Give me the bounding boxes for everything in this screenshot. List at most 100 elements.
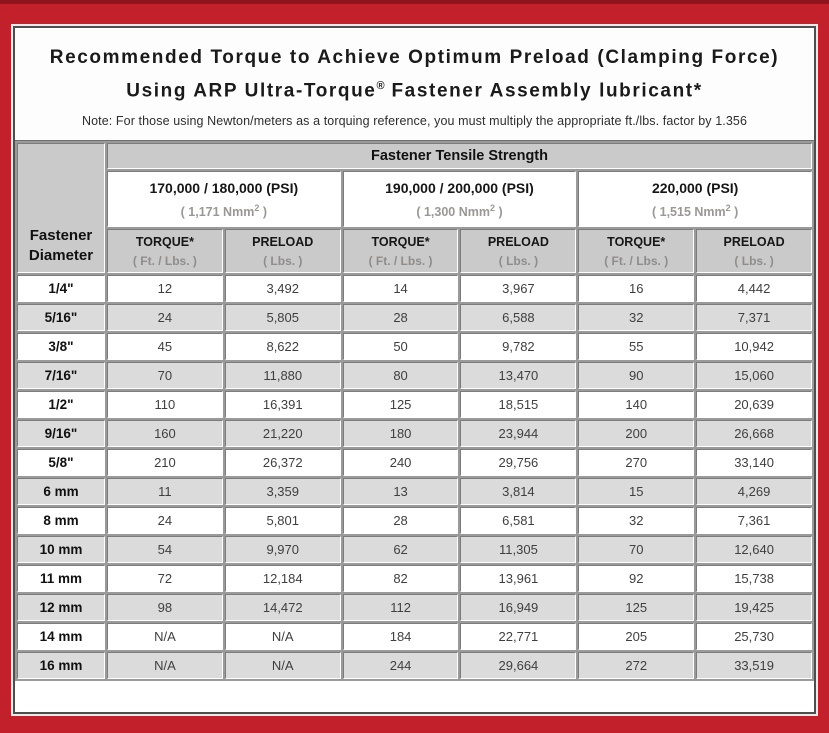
preload-cell: 7,361: [696, 507, 812, 534]
table-row: 8 mm 24 5,801 28 6,581 32 7,361: [17, 507, 812, 534]
torque-cell: 205: [578, 623, 695, 650]
fastener-diameter-header: Fastener Diameter: [17, 143, 105, 273]
title-line2-text-end: Fastener Assembly lubricant*: [384, 80, 703, 102]
preload-cell: 7,371: [696, 304, 812, 331]
torque-cell: 140: [578, 391, 695, 418]
nmm-value: ( 1,171 Nmm2 ): [180, 203, 267, 220]
diameter-cell: 14 mm: [17, 623, 105, 650]
torque-cell: 200: [578, 420, 695, 447]
preload-cell: 8,622: [224, 333, 341, 360]
page-title-line2: Using ARP Ultra-Torque® Fastener Assembl…: [15, 72, 814, 105]
table-row: 10 mm 54 9,970 62 11,305 70 12,640: [17, 536, 812, 563]
tensile-strength-header-row: Fastener Diameter Fastener Tensile Stren…: [17, 143, 812, 273]
page-title-line1: Recommended Torque to Achieve Optimum Pr…: [49, 47, 780, 68]
torque-cell: 12: [107, 275, 223, 302]
diameter-cell: 16 mm: [17, 652, 105, 679]
preload-cell: 23,944: [460, 420, 577, 447]
table-row: 1/4" 12 3,492 14 3,967 16 4,442: [17, 275, 812, 302]
torque-cell: 24: [107, 304, 223, 331]
title-line2-text: Using ARP Ultra-Torque: [126, 80, 377, 102]
torque-cell: 50: [342, 333, 459, 360]
preload-cell: 3,359: [224, 478, 341, 505]
torque-cell: 70: [578, 536, 695, 563]
psi-group-190-200: 190,000 / 200,000 (PSI) ( 1,300 Nmm2 ): [342, 171, 577, 227]
psi-group-170-180: 170,000 / 180,000 (PSI) ( 1,171 Nmm2 ): [107, 171, 341, 227]
torque-cell: 244: [342, 652, 459, 679]
preload-cell: 13,961: [460, 565, 577, 592]
torque-cell: 184: [342, 623, 459, 650]
table-row: 11 mm 72 12,184 82 13,961 92 15,738: [17, 565, 812, 592]
diameter-cell: 5/16": [17, 304, 105, 331]
torque-cell: 72: [107, 565, 223, 592]
preload-cell: 29,756: [460, 449, 577, 476]
preload-cell: 16,949: [460, 594, 577, 621]
torque-subheader: TORQUE* ( Ft. / Lbs. ): [107, 229, 223, 273]
torque-cell: 11: [107, 478, 223, 505]
torque-cell: 54: [107, 536, 223, 563]
torque-preload-table: Fastener Diameter Fastener Tensile Stren…: [15, 140, 814, 681]
table-row: 7/16" 70 11,880 80 13,470 90 15,060: [17, 362, 812, 389]
torque-cell: 80: [342, 362, 459, 389]
diameter-cell: 10 mm: [17, 536, 105, 563]
torque-cell: 14: [342, 275, 459, 302]
preload-cell: 3,492: [224, 275, 341, 302]
diameter-cell: 6 mm: [17, 478, 105, 505]
psi-value: 220,000 (PSI): [651, 180, 739, 197]
preload-cell: 26,372: [224, 449, 341, 476]
torque-cell: 28: [342, 507, 459, 534]
torque-cell: 13: [342, 478, 459, 505]
torque-cell: 125: [578, 594, 695, 621]
preload-cell: 26,668: [696, 420, 812, 447]
preload-subheader: PRELOAD ( Lbs. ): [696, 229, 812, 273]
preload-cell: 33,519: [696, 652, 812, 679]
preload-cell: 5,805: [224, 304, 341, 331]
torque-subheader: TORQUE* ( Ft. / Lbs. ): [342, 229, 459, 273]
torque-cell: 15: [578, 478, 695, 505]
preload-cell: 11,880: [224, 362, 341, 389]
torque-subheader: TORQUE* ( Ft. / Lbs. ): [578, 229, 695, 273]
diameter-cell: 8 mm: [17, 507, 105, 534]
torque-cell: 180: [342, 420, 459, 447]
preload-cell: 25,730: [696, 623, 812, 650]
preload-cell: 33,140: [696, 449, 812, 476]
torque-cell: 28: [342, 304, 459, 331]
preload-cell: 3,967: [460, 275, 577, 302]
preload-cell: 12,640: [696, 536, 812, 563]
preload-cell: 22,771: [460, 623, 577, 650]
nmm-value: ( 1,300 Nmm2 ): [416, 203, 503, 220]
torque-cell: 125: [342, 391, 459, 418]
torque-cell: 270: [578, 449, 695, 476]
torque-cell: 272: [578, 652, 695, 679]
diameter-cell: 9/16": [17, 420, 105, 447]
preload-subheader: PRELOAD ( Lbs. ): [224, 229, 341, 273]
preload-cell: 9,970: [224, 536, 341, 563]
table-row: 16 mm N/A N/A 244 29,664 272 33,519: [17, 652, 812, 679]
table-row: 1/2" 110 16,391 125 18,515 140 20,639: [17, 391, 812, 418]
preload-cell: 13,470: [460, 362, 577, 389]
diameter-cell: 5/8": [17, 449, 105, 476]
diameter-cell: 12 mm: [17, 594, 105, 621]
frame-top-accent: [0, 0, 829, 4]
torque-preload-subheader-row: TORQUE* ( Ft. / Lbs. ) PRELOAD ( Lbs. ) …: [17, 229, 812, 273]
torque-cell: 90: [578, 362, 695, 389]
diameter-cell: 11 mm: [17, 565, 105, 592]
preload-cell: 4,269: [696, 478, 812, 505]
preload-cell: N/A: [224, 623, 341, 650]
preload-cell: 9,782: [460, 333, 577, 360]
content-box: Recommended Torque to Achieve Optimum Pr…: [13, 26, 816, 714]
table-row: 3/8" 45 8,622 50 9,782 55 10,942: [17, 333, 812, 360]
preload-cell: 21,220: [224, 420, 341, 447]
psi-value: 190,000 / 200,000 (PSI): [385, 180, 534, 197]
torque-cell: 32: [578, 507, 695, 534]
newton-meters-note: Note: For those using Newton/meters as a…: [81, 114, 747, 129]
preload-cell: 4,442: [696, 275, 812, 302]
torque-cell: 32: [578, 304, 695, 331]
torque-cell: 70: [107, 362, 223, 389]
torque-cell: 45: [107, 333, 223, 360]
preload-cell: 6,581: [460, 507, 577, 534]
preload-cell: 29,664: [460, 652, 577, 679]
preload-cell: 3,814: [460, 478, 577, 505]
diameter-cell: 3/8": [17, 333, 105, 360]
torque-cell: 98: [107, 594, 223, 621]
